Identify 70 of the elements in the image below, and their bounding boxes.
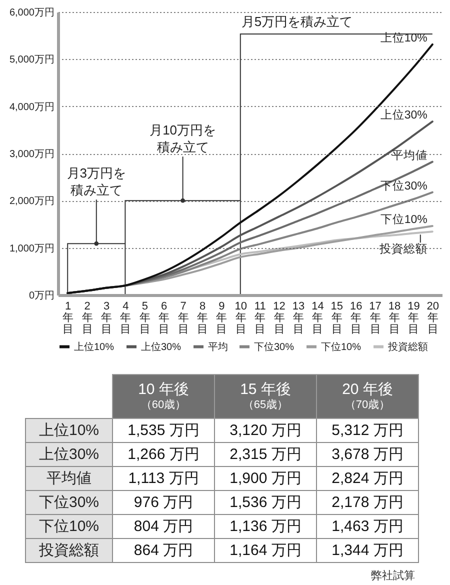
text: 1,266 万円: [128, 446, 200, 463]
legend-label: 上位30%: [141, 340, 182, 353]
text: 2,315 万円: [230, 446, 302, 463]
x-tick-label: 20年目: [426, 300, 440, 336]
annotation: 投資総額: [378, 242, 428, 256]
text: 3,120 万円: [230, 422, 302, 439]
text: 2,178 万円: [332, 494, 404, 511]
x-tick-label: 10年目: [234, 300, 248, 336]
x-tick-label: 15年目: [330, 300, 344, 336]
x-tick-label: 12年目: [273, 300, 286, 336]
band-label: 月10万円を積み立て: [150, 122, 216, 155]
annotation: 上位30%: [380, 108, 428, 122]
annotation: 上位10%: [380, 31, 428, 44]
x-tick-label: 1年目: [62, 300, 74, 336]
text: 1,535 万円: [128, 422, 200, 439]
category-label: 下位30%: [38, 494, 100, 511]
text: 1,463 万円: [332, 518, 404, 535]
legend-label: 上位10%: [74, 340, 114, 353]
x-tick-label: 4年目: [120, 300, 132, 336]
band-label: 月3万円を積み立て: [66, 166, 126, 198]
y-tick-label: 1,000万円: [9, 243, 54, 254]
category-label: 投資総額: [39, 542, 99, 559]
x-tick-label: 9年目: [216, 300, 228, 336]
annotation: 平均値: [391, 148, 428, 162]
y-tick-label: 2,000万円: [9, 196, 54, 208]
x-tick-label: 16年目: [350, 300, 362, 336]
legend-label: 下位10%: [321, 340, 362, 353]
text: 1,344 万円: [332, 542, 404, 559]
x-tick-label: 18年目: [388, 300, 401, 336]
text: 1,164 万円: [230, 542, 302, 559]
x-tick-label: 3年目: [101, 300, 112, 336]
line-series: [66, 43, 434, 294]
category-label: 20 年後（70歳）: [316, 374, 418, 418]
text: 1,113 万円: [128, 470, 199, 487]
x-tick-label: 19年目: [408, 300, 420, 336]
text: 2,824 万円: [332, 470, 404, 487]
text: 3,678 万円: [332, 446, 404, 463]
band-label: 月5万円を積み立て: [241, 14, 353, 29]
y-tick-label: 0万円: [28, 290, 54, 302]
y-tick-label: 4,000万円: [9, 102, 54, 113]
y-tick-label: 5,000万円: [9, 54, 54, 66]
annotation: 下位10%: [380, 212, 428, 226]
x-tick-label: 14年目: [312, 300, 324, 336]
text: 5,312 万円: [332, 422, 404, 439]
x-tick-label: 8年目: [197, 300, 208, 336]
text: 弊社試算: [371, 569, 415, 583]
legend-label: 投資総額: [387, 340, 428, 353]
category-label: 下位10%: [38, 518, 100, 535]
text: 平均値: [46, 470, 92, 487]
x-tick-label: 11年目: [254, 300, 266, 336]
text: 976 万円: [134, 494, 194, 511]
text: 864 万円: [134, 542, 194, 559]
legend-label: 下位30%: [254, 340, 294, 353]
text: 1,900 万円: [230, 470, 302, 487]
text: 804 万円: [134, 518, 194, 535]
x-tick-label: 5年目: [139, 300, 150, 336]
x-tick-label: 2年目: [82, 300, 93, 336]
x-tick-label: 7年目: [178, 300, 189, 336]
y-tick-label: 3,000万円: [9, 149, 54, 160]
text: 1,136 万円: [230, 518, 302, 535]
x-tick-label: 13年目: [292, 300, 305, 336]
category-label: 15 年後（65歳）: [214, 374, 316, 418]
category-label: 上位10%: [38, 422, 100, 439]
category-label: 10 年後（60歳）: [112, 374, 214, 418]
text: 1,536 万円: [230, 494, 302, 511]
legend-label: 平均: [208, 340, 228, 353]
x-tick-label: 17年目: [369, 300, 382, 336]
category-label: 上位30%: [38, 446, 100, 463]
x-tick-label: 6年目: [158, 300, 170, 336]
y-tick-label: 6,000万円: [9, 8, 54, 18]
